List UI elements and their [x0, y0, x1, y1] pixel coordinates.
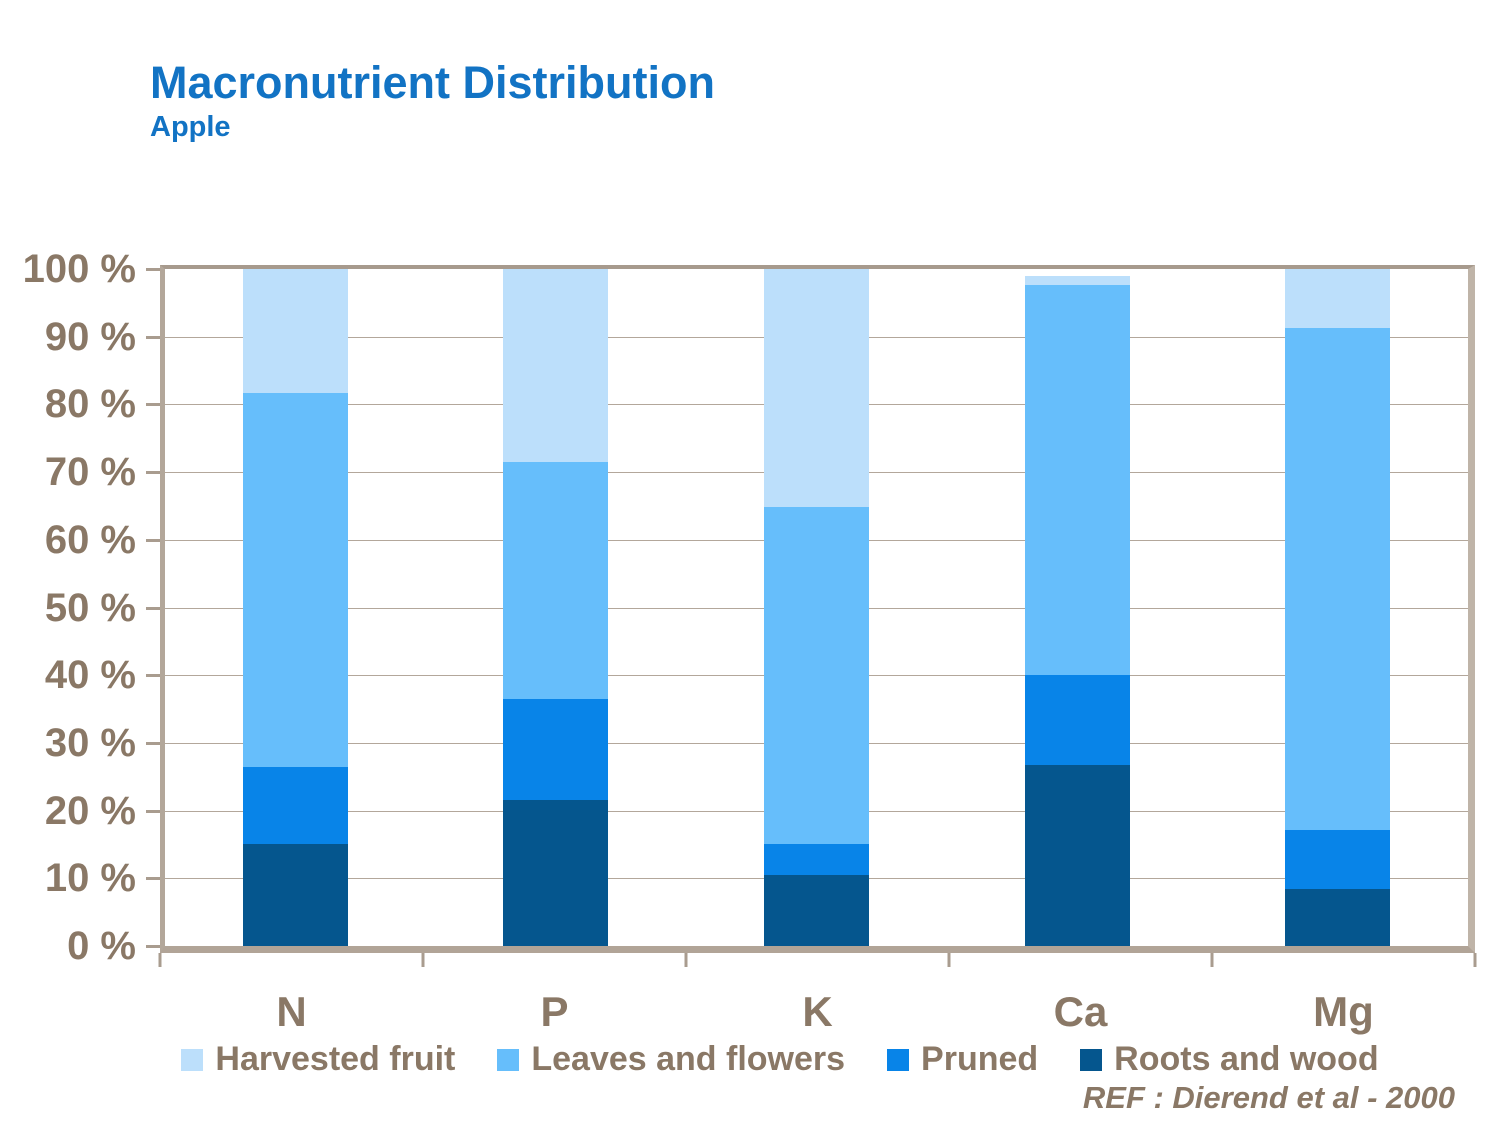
bar-slot-k — [686, 269, 947, 946]
x-axis-tick-4 — [1210, 953, 1214, 967]
y-axis-label-60: 60 % — [44, 517, 136, 562]
legend-item-leaves-and-flowers: Leaves and flowers — [497, 1040, 845, 1079]
bar-slot-p — [426, 269, 687, 946]
x-axis-label-p: P — [540, 988, 569, 1035]
bar-segment-k-pruned — [763, 844, 869, 875]
legend-swatch-leaves-and-flowers — [497, 1048, 520, 1071]
bar-segment-n-leaves-and-flowers — [242, 392, 348, 768]
y-axis-label-90: 90 % — [44, 314, 136, 359]
y-axis-label-70: 70 % — [44, 450, 136, 495]
bar-segment-p-roots-and-wood — [503, 800, 609, 946]
legend-item-pruned: Pruned — [887, 1040, 1038, 1079]
y-axis-label-30: 30 % — [44, 720, 136, 765]
bar-segment-mg-leaves-and-flowers — [1285, 327, 1391, 831]
x-axis-label-ca: Ca — [1053, 988, 1108, 1035]
legend-item-roots-and-wood: Roots and wood — [1080, 1040, 1379, 1079]
x-axis-label-n: N — [276, 988, 307, 1035]
y-axis-tick-80 — [146, 403, 160, 407]
bar-segment-mg-pruned — [1285, 830, 1391, 890]
legend-label-leaves-and-flowers: Leaves and flowers — [531, 1040, 846, 1078]
bar-segment-ca-leaves-and-flowers — [1024, 284, 1130, 676]
bar-segment-mg-roots-and-wood — [1285, 889, 1391, 946]
x-axis-tick-3 — [947, 953, 951, 967]
bar-segment-p-leaves-and-flowers — [503, 461, 609, 699]
bar-segment-p-pruned — [503, 698, 609, 801]
y-axis-label-10: 10 % — [44, 856, 136, 901]
bar-segment-k-harvested-fruit — [763, 269, 869, 508]
y-axis: 0 % 10 % 20 % 30 % 40 % 50 % 60 % 70 % 80 % 90 % 1… — [0, 247, 160, 968]
y-axis-label-80: 80 % — [44, 382, 136, 427]
bar-slot-mg — [1207, 269, 1468, 946]
bar-segment-ca-roots-and-wood — [1024, 764, 1130, 946]
bar-segment-ca-pruned — [1024, 675, 1130, 765]
x-axis-labels: N P K Ca Mg — [160, 988, 1475, 1036]
bar-segment-n-roots-and-wood — [242, 844, 348, 946]
bar-k — [763, 269, 869, 946]
bar-slot-n — [165, 269, 426, 946]
x-axis-tick-1 — [421, 953, 425, 967]
y-axis-tick-100 — [146, 268, 160, 271]
x-axis-label-k: K — [802, 988, 833, 1035]
y-axis-tick-50 — [146, 606, 160, 610]
bars-container — [165, 269, 1468, 946]
chart-legend: Harvested fruit Leaves and flowers Pruned R… — [100, 1040, 1460, 1079]
y-axis-tick-90 — [146, 335, 160, 339]
bar-n — [242, 269, 348, 946]
bar-segment-k-roots-and-wood — [763, 874, 869, 946]
bar-mg — [1285, 269, 1391, 946]
legend-label-roots-and-wood: Roots and wood — [1114, 1040, 1379, 1078]
bar-p — [503, 269, 609, 946]
y-axis-tick-20 — [146, 809, 160, 813]
bar-segment-n-harvested-fruit — [242, 269, 348, 393]
bar-segment-k-leaves-and-flowers — [763, 507, 869, 845]
legend-label-pruned: Pruned — [921, 1040, 1039, 1078]
y-axis-tick-30 — [146, 741, 160, 745]
x-axis-tick-2 — [684, 953, 688, 967]
x-axis-label-mg: Mg — [1313, 988, 1374, 1035]
y-axis-tick-10 — [146, 877, 160, 881]
x-axis-tick-0 — [158, 953, 162, 967]
legend-swatch-pruned — [887, 1048, 910, 1071]
x-axis-tick-5 — [1473, 953, 1477, 967]
bar-segment-ca-harvested-fruit — [1024, 275, 1130, 285]
x-axis-ticks — [158, 953, 1477, 967]
legend-label-harvested-fruit: Harvested fruit — [215, 1040, 456, 1078]
bar-segment-p-harvested-fruit — [503, 269, 609, 462]
page-title: Macronutrient Distribution — [150, 57, 715, 108]
y-axis-label-20: 20 % — [44, 788, 136, 833]
y-axis-tick-60 — [146, 538, 160, 542]
legend-swatch-roots-and-wood — [1080, 1048, 1103, 1071]
bar-segment-mg-harvested-fruit — [1285, 269, 1391, 328]
y-axis-label-100: 100 % — [22, 247, 136, 291]
bar-ca — [1024, 269, 1130, 946]
y-axis-tick-70 — [146, 471, 160, 475]
reference-text: REF : Dierend et al - 2000 — [1082, 1080, 1455, 1115]
y-axis-label-50: 50 % — [44, 585, 136, 630]
y-axis-label-0: 0 % — [67, 924, 136, 968]
legend-swatch-harvested-fruit — [181, 1048, 204, 1071]
y-axis-label-40: 40 % — [44, 653, 136, 698]
bar-segment-n-pruned — [242, 767, 348, 845]
y-axis-tick-0 — [146, 945, 160, 948]
y-axis-tick-40 — [146, 674, 160, 678]
bar-slot-ca — [947, 269, 1208, 946]
page-subtitle: Apple — [150, 111, 231, 143]
legend-item-harvested-fruit: Harvested fruit — [181, 1040, 455, 1079]
